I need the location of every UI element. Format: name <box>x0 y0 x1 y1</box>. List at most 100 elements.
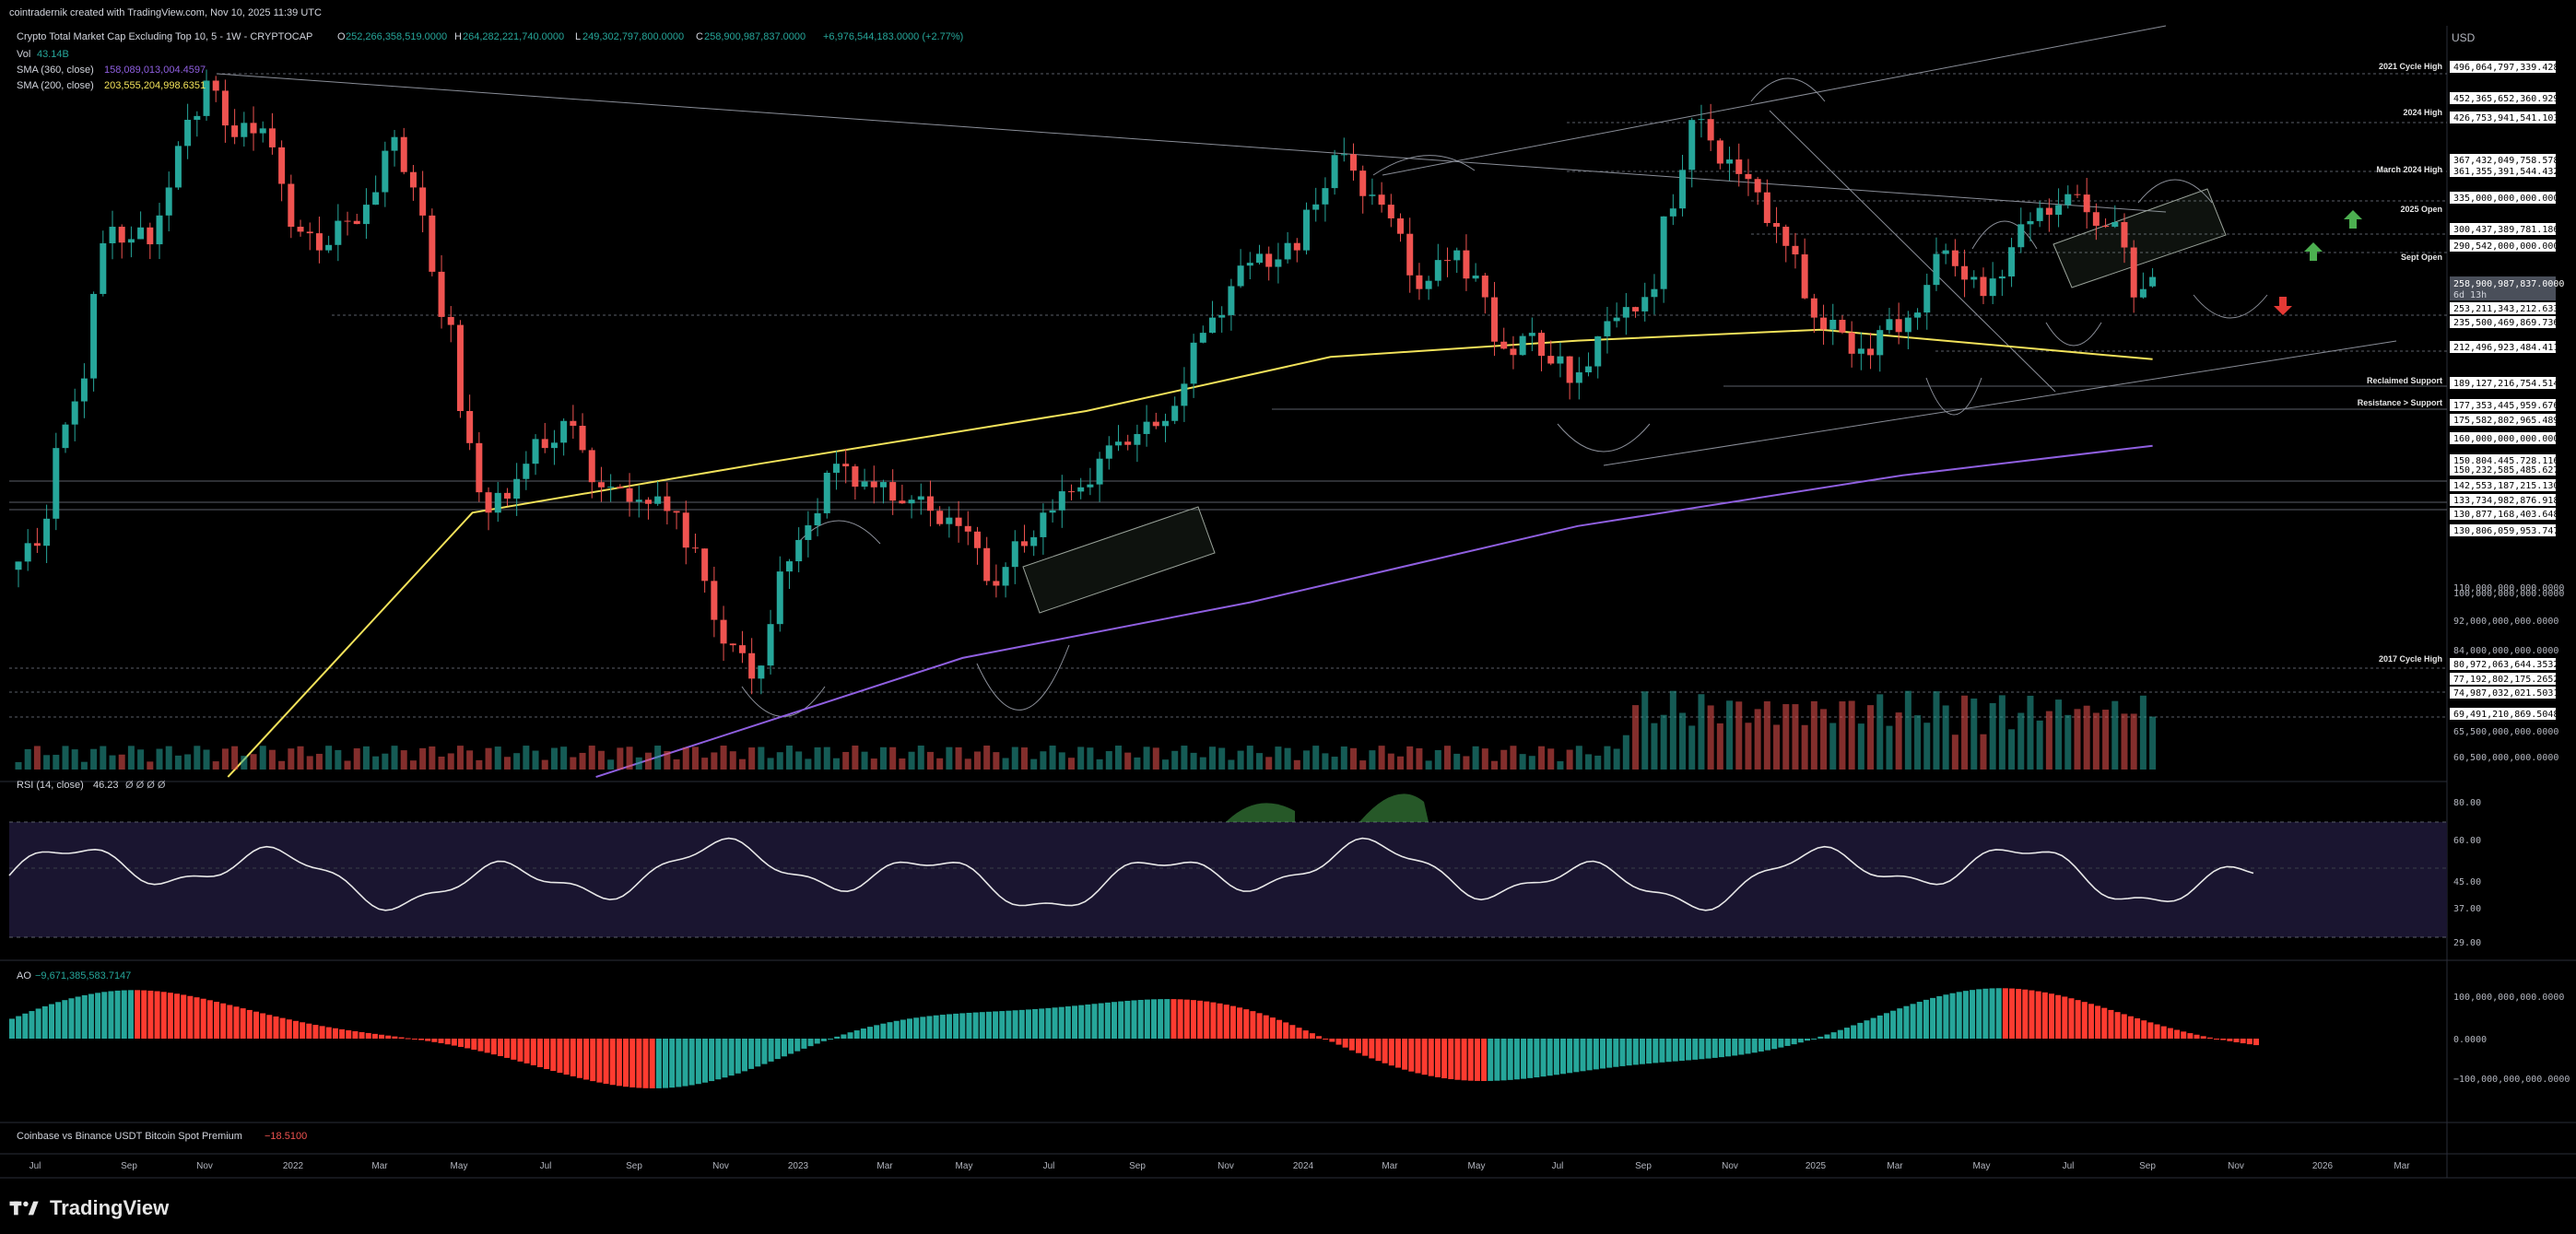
sma200-label[interactable]: SMA (200, close) <box>17 80 94 91</box>
rsi-axis-tick: 60.00 <box>2453 836 2481 846</box>
candle <box>2111 205 2119 229</box>
ao-bar <box>1665 1039 1672 1063</box>
ao-bar <box>2181 1031 2187 1039</box>
ao-label[interactable]: AO <box>17 970 31 981</box>
volume-bar <box>1792 704 1799 770</box>
volume-bar <box>2055 699 2063 770</box>
ao-bar <box>1072 1005 1078 1039</box>
ao-bar <box>2121 1014 2127 1039</box>
ao-bar <box>1335 1039 1342 1045</box>
ao-bar <box>728 1039 735 1076</box>
ao-bar <box>590 1039 596 1082</box>
price-label-text: 177,353,445,959.6763 <box>2453 401 2564 411</box>
ao-bar <box>1903 1005 1910 1039</box>
ao-bar <box>755 1039 761 1067</box>
candle <box>1406 217 1414 293</box>
candle <box>1641 282 1649 322</box>
ao-bar <box>497 1039 503 1056</box>
ao-bar <box>62 1000 68 1039</box>
volume-bar <box>711 752 718 770</box>
candle <box>268 112 276 155</box>
sma-200-line <box>227 328 2153 778</box>
volume-bar <box>127 746 135 770</box>
ao-bar <box>121 990 127 1039</box>
candle <box>137 211 145 240</box>
volume-bar <box>1933 691 1940 770</box>
ao-bar <box>1995 988 2002 1039</box>
ao-bar <box>1699 1039 1705 1060</box>
price-scale[interactable]: 496,064,797,339.4283 452,365,652,360.9299… <box>2450 61 2564 763</box>
ao-bar <box>623 1039 629 1087</box>
ao-bar <box>154 991 160 1039</box>
time-axis-tick: Mar <box>1382 1161 1398 1171</box>
ao-bar <box>1678 1039 1685 1062</box>
ao-bar <box>1428 1039 1434 1076</box>
ao-bar <box>1593 1039 1599 1070</box>
volume-bar <box>315 753 323 770</box>
volume-bar <box>701 758 709 770</box>
ao-bar <box>1289 1025 1296 1039</box>
horizontal-levels <box>9 73 2447 718</box>
candle <box>701 548 709 593</box>
price-label: 150,232,585,485.6273 <box>2450 464 2564 476</box>
ao-bar <box>1481 1039 1488 1081</box>
ao-bar <box>35 1008 41 1039</box>
currency-label[interactable]: USD <box>2452 31 2476 44</box>
symbol-title[interactable]: Crypto Total Market Cap Excluding Top 10… <box>17 31 312 42</box>
volume-bar <box>1387 753 1394 770</box>
ao-bar <box>2108 1009 2114 1039</box>
ao-bar <box>933 1015 939 1039</box>
ao-bar <box>709 1039 715 1082</box>
time-axis-tick: 2024 <box>1293 1161 1314 1171</box>
ao-bar <box>2253 1039 2259 1046</box>
ao-bar <box>1362 1039 1369 1056</box>
candle <box>231 109 239 145</box>
volume-bar <box>1491 760 1499 770</box>
rsi-value: 46.23 <box>93 780 119 791</box>
candle <box>664 482 671 525</box>
time-axis-tick: Sep <box>121 1161 137 1171</box>
volume-bar <box>1416 747 1423 770</box>
volume-bar <box>165 746 172 770</box>
volume-bar <box>447 753 454 770</box>
volume-bar <box>1632 705 1640 770</box>
candle <box>1566 356 1573 400</box>
level-label-march-2024-high: March 2024 High <box>2376 165 2442 174</box>
volume-bar <box>1275 746 1282 770</box>
level-label-2024-high: 2024 High <box>2403 108 2442 117</box>
volume-bar <box>1980 734 1987 770</box>
rsi-axis-tick: 80.00 <box>2453 798 2481 808</box>
ao-bar <box>1112 1002 1118 1039</box>
candle <box>1190 334 1197 398</box>
ao-bar <box>853 1030 860 1039</box>
ao-bar <box>101 992 108 1039</box>
time-axis[interactable]: Jul Sep Nov 2022 Mar May Jul Sep Nov 2023 Mar May Ju… <box>29 1161 2411 1171</box>
ao-bar <box>484 1039 490 1053</box>
ao-bar <box>576 1039 582 1078</box>
rsi-axis-tick: 45.00 <box>2453 877 2481 887</box>
candle <box>1745 159 1752 196</box>
ao-bar <box>847 1032 853 1039</box>
candle <box>184 103 192 159</box>
volume-bar <box>306 756 313 770</box>
volume-bar <box>1049 746 1056 770</box>
brand-footer[interactable]: TradingView <box>9 1194 169 1222</box>
rsi-extras: Ø Ø Ø Ø <box>125 780 166 791</box>
volume-bar <box>1641 691 1649 770</box>
premium-label[interactable]: Coinbase vs Binance USDT Bitcoin Spot Pr… <box>17 1131 242 1142</box>
volume-bar <box>1265 757 1273 770</box>
rsi-label[interactable]: RSI (14, close) <box>17 780 84 791</box>
ao-bar <box>979 1012 985 1039</box>
volume-bar <box>325 746 333 770</box>
ao-bar <box>206 1000 213 1039</box>
candle <box>297 219 304 237</box>
candle <box>212 76 219 102</box>
ao-bar <box>2029 990 2035 1039</box>
ao-bar <box>174 993 181 1039</box>
price-label: 361,355,391,544.4325 <box>2450 165 2564 177</box>
price-label: 177,353,445,959.6763 <box>2450 399 2564 411</box>
sma360-label[interactable]: SMA (360, close) <box>17 65 94 76</box>
volume-bar <box>33 746 41 770</box>
vol-label[interactable]: Vol <box>17 49 30 60</box>
